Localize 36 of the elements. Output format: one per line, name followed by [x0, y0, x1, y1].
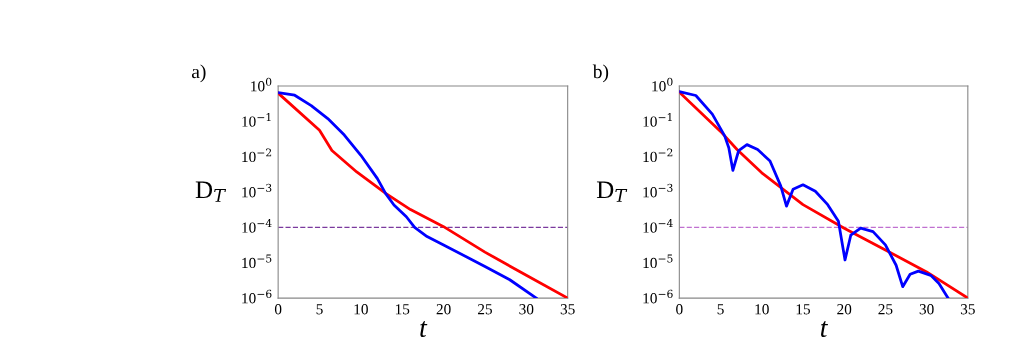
- text: b): [592, 64, 609, 83]
- y-axis-title: D$_{T}$: [195, 181, 227, 202]
- y-tick-label: 10$^{−5}$: [643, 254, 673, 269]
- y-axis-title: D$_{T}$: [596, 181, 628, 202]
- y-tick-label: 10$^{−2}$: [643, 148, 673, 163]
- y-tick-label: 10$^{−1}$: [643, 113, 672, 127]
- x-tick-label: 5: [316, 304, 323, 315]
- x-tick-label: 0: [676, 304, 683, 315]
- x-tick-label: 5: [717, 304, 724, 315]
- x-tick-label: 35: [560, 304, 575, 315]
- y-tick-label: 10$^{−4}$: [242, 219, 272, 233]
- x-tick-label: 30: [919, 304, 934, 315]
- x-tick-label: 20: [837, 304, 852, 315]
- x-tick-label: 30: [519, 304, 534, 315]
- x-tick-label: 25: [878, 304, 893, 315]
- y-tick-label: 10$^{−2}$: [242, 148, 272, 163]
- y-tick-label: 10$^{−5}$: [242, 254, 272, 269]
- x-tick-label: 35: [960, 304, 975, 315]
- x-axis-title: t: [420, 321, 428, 338]
- y-tick-label: 10$^{−6}$: [242, 289, 272, 304]
- x-tick-label: 15: [395, 304, 410, 315]
- x-tick-label: 20: [436, 304, 451, 315]
- text: a): [191, 64, 206, 83]
- y-tick-label: 10$^{−3}$: [242, 183, 272, 198]
- x-tick-label: 25: [477, 304, 492, 315]
- x-tick-label: 10: [755, 304, 769, 315]
- y-tick-label: 10$^{−4}$: [643, 219, 673, 233]
- y-tick-label: 10$^{−1}$: [242, 113, 271, 127]
- y-tick-label: 10$^{0}$: [652, 77, 673, 92]
- x-axis-title: t: [820, 321, 828, 338]
- x-tick-label: 0: [274, 304, 282, 315]
- y-tick-label: 10$^{−3}$: [643, 183, 673, 198]
- y-tick-label: 10$^{0}$: [251, 77, 272, 92]
- x-tick-label: 10: [354, 304, 368, 315]
- x-tick-label: 15: [796, 304, 811, 315]
- y-tick-label: 10$^{−6}$: [643, 289, 673, 304]
